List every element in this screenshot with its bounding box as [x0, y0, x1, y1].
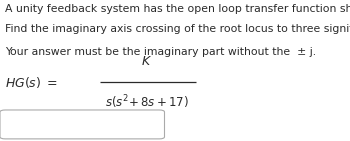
Text: Find the imaginary axis crossing of the root locus to three significant figures.: Find the imaginary axis crossing of the … — [5, 24, 350, 34]
Text: $s(s^2\!+8s+17)$: $s(s^2\!+8s+17)$ — [105, 93, 189, 111]
Text: $K$: $K$ — [141, 55, 153, 68]
FancyBboxPatch shape — [0, 110, 164, 139]
Text: Your answer must be the imaginary part without the  ± j.: Your answer must be the imaginary part w… — [5, 47, 316, 57]
Text: A unity feedback system has the open loop transfer function shown below.: A unity feedback system has the open loo… — [5, 4, 350, 14]
Text: $\mathit{HG}(s)\ =$: $\mathit{HG}(s)\ =$ — [5, 75, 58, 90]
